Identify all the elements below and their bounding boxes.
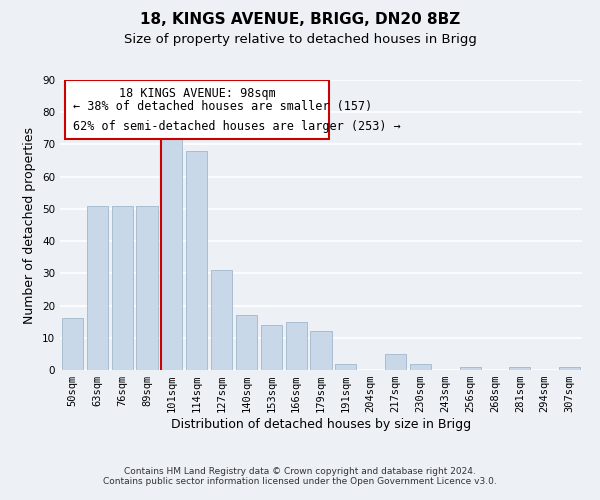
Bar: [186, 151, 207, 370]
Text: ← 38% of detached houses are smaller (157): ← 38% of detached houses are smaller (15…: [73, 100, 372, 112]
Text: 62% of semi-detached houses are larger (253) →: 62% of semi-detached houses are larger (…: [73, 120, 401, 133]
Bar: [87, 206, 108, 370]
Text: 18 KINGS AVENUE: 98sqm: 18 KINGS AVENUE: 98sqm: [119, 87, 275, 100]
Bar: [385, 354, 406, 370]
Bar: [236, 315, 257, 370]
Bar: [410, 364, 431, 370]
Bar: [62, 318, 83, 370]
Bar: [136, 206, 158, 370]
Y-axis label: Number of detached properties: Number of detached properties: [23, 126, 37, 324]
Bar: [310, 332, 332, 370]
Text: Contains HM Land Registry data © Crown copyright and database right 2024.: Contains HM Land Registry data © Crown c…: [124, 467, 476, 476]
Bar: [211, 270, 232, 370]
Text: Contains public sector information licensed under the Open Government Licence v3: Contains public sector information licen…: [103, 477, 497, 486]
Bar: [559, 367, 580, 370]
Bar: [509, 367, 530, 370]
Bar: [286, 322, 307, 370]
Text: 18, KINGS AVENUE, BRIGG, DN20 8BZ: 18, KINGS AVENUE, BRIGG, DN20 8BZ: [140, 12, 460, 28]
Text: Size of property relative to detached houses in Brigg: Size of property relative to detached ho…: [124, 32, 476, 46]
Bar: [460, 367, 481, 370]
Bar: [261, 325, 282, 370]
Bar: [112, 206, 133, 370]
Bar: [335, 364, 356, 370]
Bar: [161, 135, 182, 370]
X-axis label: Distribution of detached houses by size in Brigg: Distribution of detached houses by size …: [171, 418, 471, 431]
FancyBboxPatch shape: [65, 80, 329, 140]
